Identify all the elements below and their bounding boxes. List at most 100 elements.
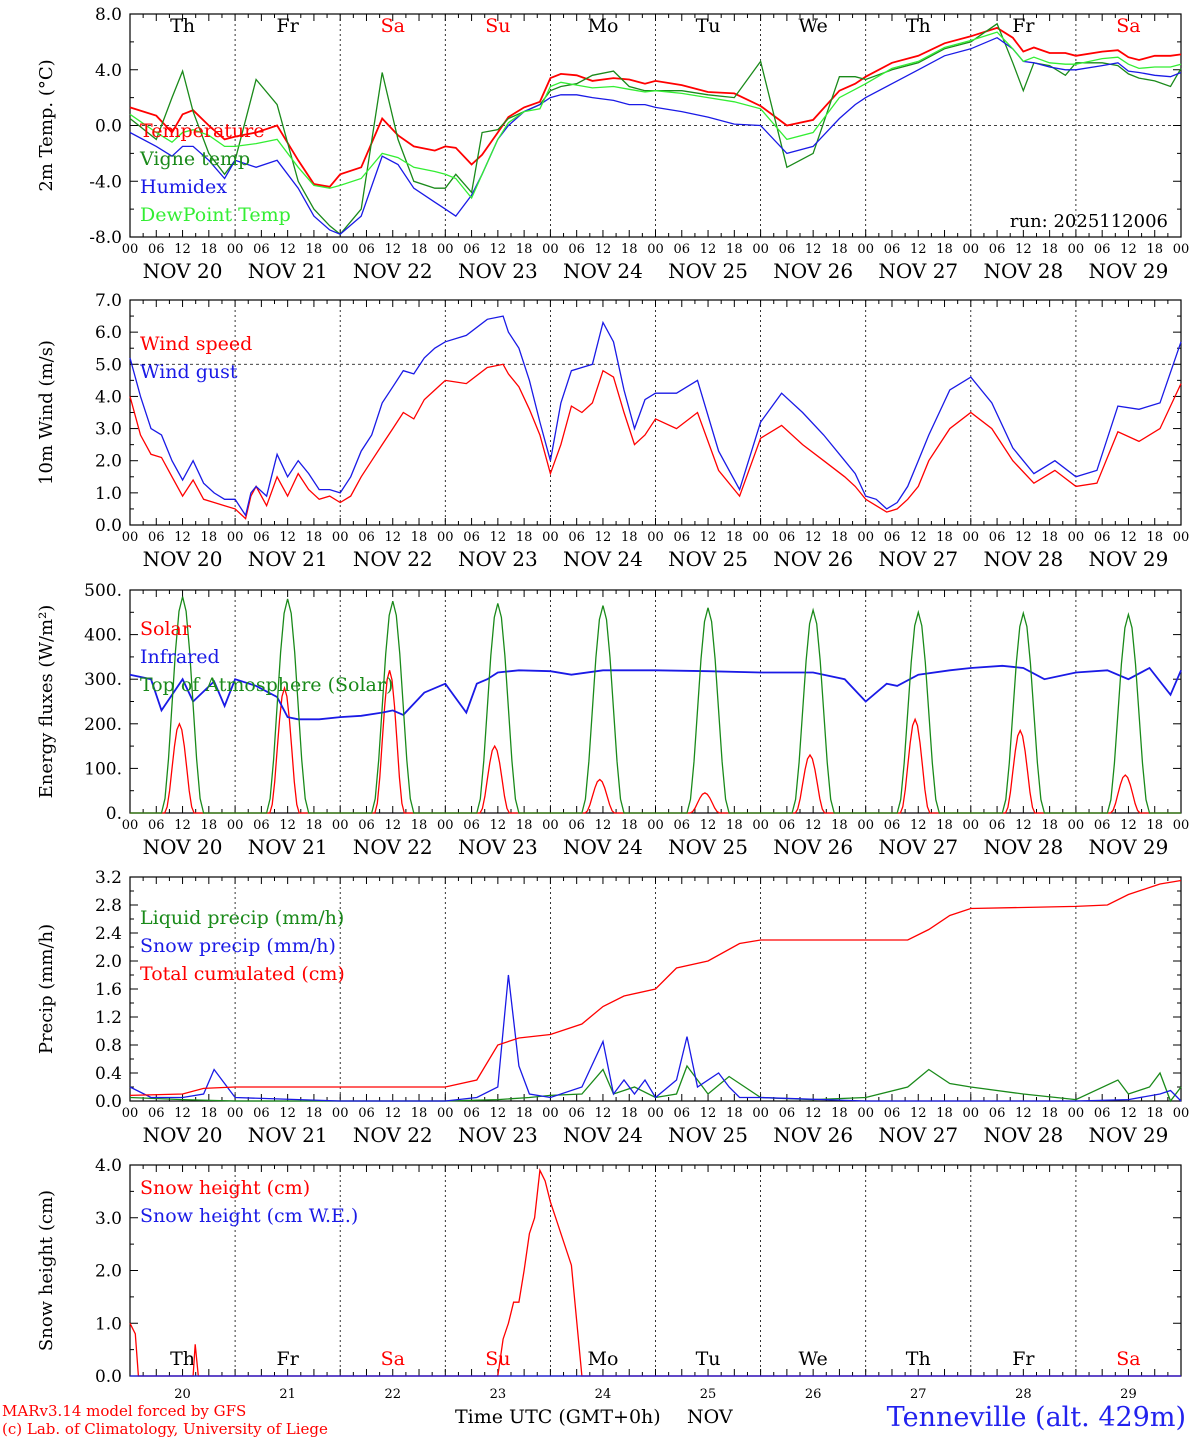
hour-label: 12	[174, 1106, 191, 1121]
series-line-vigne-temp	[129, 22, 1182, 236]
date-label: NOV 24	[563, 1123, 643, 1147]
hour-label: 00	[963, 818, 980, 833]
hour-label: 18	[936, 818, 953, 833]
hour-label: 06	[148, 818, 165, 833]
hour-label: 00	[437, 242, 454, 257]
hour-label: 00	[437, 530, 454, 545]
month-label: NOV	[687, 1406, 733, 1428]
hour-label: 00	[1068, 242, 1085, 257]
y-tick-label: 500.	[84, 581, 122, 601]
hour-label: 00	[857, 530, 874, 545]
hour-label: 00	[752, 818, 769, 833]
weekday-label: Sa	[381, 1348, 405, 1370]
hour-label: 06	[358, 242, 375, 257]
hour-label: 12	[595, 1106, 612, 1121]
hour-label: 18	[201, 1106, 218, 1121]
hour-label: 18	[201, 818, 218, 833]
date-label: NOV 21	[248, 547, 328, 571]
legend-entry: Snow precip (mm/h)	[140, 935, 336, 957]
hour-label: 00	[752, 242, 769, 257]
y-tick-label: 0.8	[95, 1036, 122, 1056]
hour-label: 12	[910, 242, 927, 257]
hour-label: 12	[805, 530, 822, 545]
y-tick-label: 4.0	[95, 61, 122, 81]
y-tick-label: -8.0	[89, 228, 122, 248]
hour-label: 18	[621, 530, 638, 545]
hour-label: 12	[384, 242, 401, 257]
hour-label: 12	[1120, 530, 1137, 545]
hour-label: 12	[1015, 530, 1032, 545]
hour-label: 00	[227, 242, 244, 257]
day-number-label: 26	[805, 1387, 822, 1402]
series-line-snow-height-cm-	[129, 1168, 1181, 1377]
series-line-dewpoint-temp	[129, 31, 1182, 200]
hour-label: 06	[463, 818, 480, 833]
hour-label: 18	[621, 818, 638, 833]
y-axis-label: Snow height (cm)	[36, 1190, 57, 1351]
hour-label: 00	[857, 1106, 874, 1121]
weekday-label: Su	[485, 15, 510, 37]
date-label: NOV 25	[668, 259, 748, 283]
hour-label: 06	[779, 242, 796, 257]
weekday-label: Su	[485, 1348, 510, 1370]
date-label: NOV 26	[773, 259, 853, 283]
hour-label: 06	[253, 818, 270, 833]
legend-entry: Solar	[140, 618, 192, 640]
hour-label: 00	[122, 530, 139, 545]
hour-label: 00	[647, 1106, 664, 1121]
hour-label: 00	[857, 242, 874, 257]
hour-label: 18	[831, 1106, 848, 1121]
hour-label: 12	[384, 530, 401, 545]
date-label: NOV 27	[878, 835, 958, 859]
hour-label: 06	[253, 530, 270, 545]
hour-label: 18	[1041, 818, 1058, 833]
hour-label: 18	[201, 242, 218, 257]
hour-label: 18	[1041, 530, 1058, 545]
hour-label: 12	[279, 1106, 296, 1121]
hour-label: 18	[831, 530, 848, 545]
date-label: NOV 24	[563, 835, 643, 859]
y-tick-label: 0.0	[95, 117, 122, 137]
y-tick-label: 1.2	[95, 1008, 122, 1028]
date-label: NOV 28	[983, 835, 1063, 859]
hour-label: 12	[279, 530, 296, 545]
hour-label: 18	[306, 242, 323, 257]
hour-label: 18	[516, 1106, 533, 1121]
weekday-label: Th	[170, 1348, 195, 1370]
hour-label: 00	[1173, 530, 1190, 545]
y-tick-label: 200.	[84, 715, 122, 735]
series-line-total-cumulated-cm-	[129, 879, 1182, 1097]
hour-label: 06	[358, 1106, 375, 1121]
hour-label: 06	[463, 242, 480, 257]
hour-label: 06	[884, 818, 901, 833]
series-line-humidex	[129, 36, 1182, 235]
weekday-label: We	[799, 1348, 828, 1370]
y-axis-label: 10m Wind (m/s)	[36, 340, 57, 485]
hour-label: 00	[227, 1106, 244, 1121]
y-tick-label: 3.0	[95, 420, 122, 440]
day-number-label: 28	[1015, 1387, 1032, 1402]
model-credit: MARv3.14 model forced by GFS	[2, 1402, 247, 1420]
y-tick-label: -4.0	[89, 172, 122, 192]
date-label: NOV 25	[668, 835, 748, 859]
hour-label: 12	[595, 530, 612, 545]
hour-label: 12	[490, 818, 507, 833]
hour-label: 12	[490, 1106, 507, 1121]
hour-label: 12	[910, 1106, 927, 1121]
hour-label: 12	[490, 530, 507, 545]
hour-label: 18	[621, 1106, 638, 1121]
hour-label: 00	[122, 1106, 139, 1121]
series-line-wind-gust	[129, 315, 1182, 518]
hour-label: 06	[253, 1106, 270, 1121]
hour-label: 12	[805, 1106, 822, 1121]
hour-label: 12	[174, 530, 191, 545]
hour-label: 06	[989, 530, 1006, 545]
hour-label: 00	[542, 242, 559, 257]
date-label: NOV 24	[563, 259, 643, 283]
date-label: NOV 21	[248, 1123, 328, 1147]
hour-label: 18	[201, 530, 218, 545]
day-number-label: 25	[700, 1387, 717, 1402]
hour-label: 06	[1094, 242, 1111, 257]
hour-label: 12	[1120, 1106, 1137, 1121]
